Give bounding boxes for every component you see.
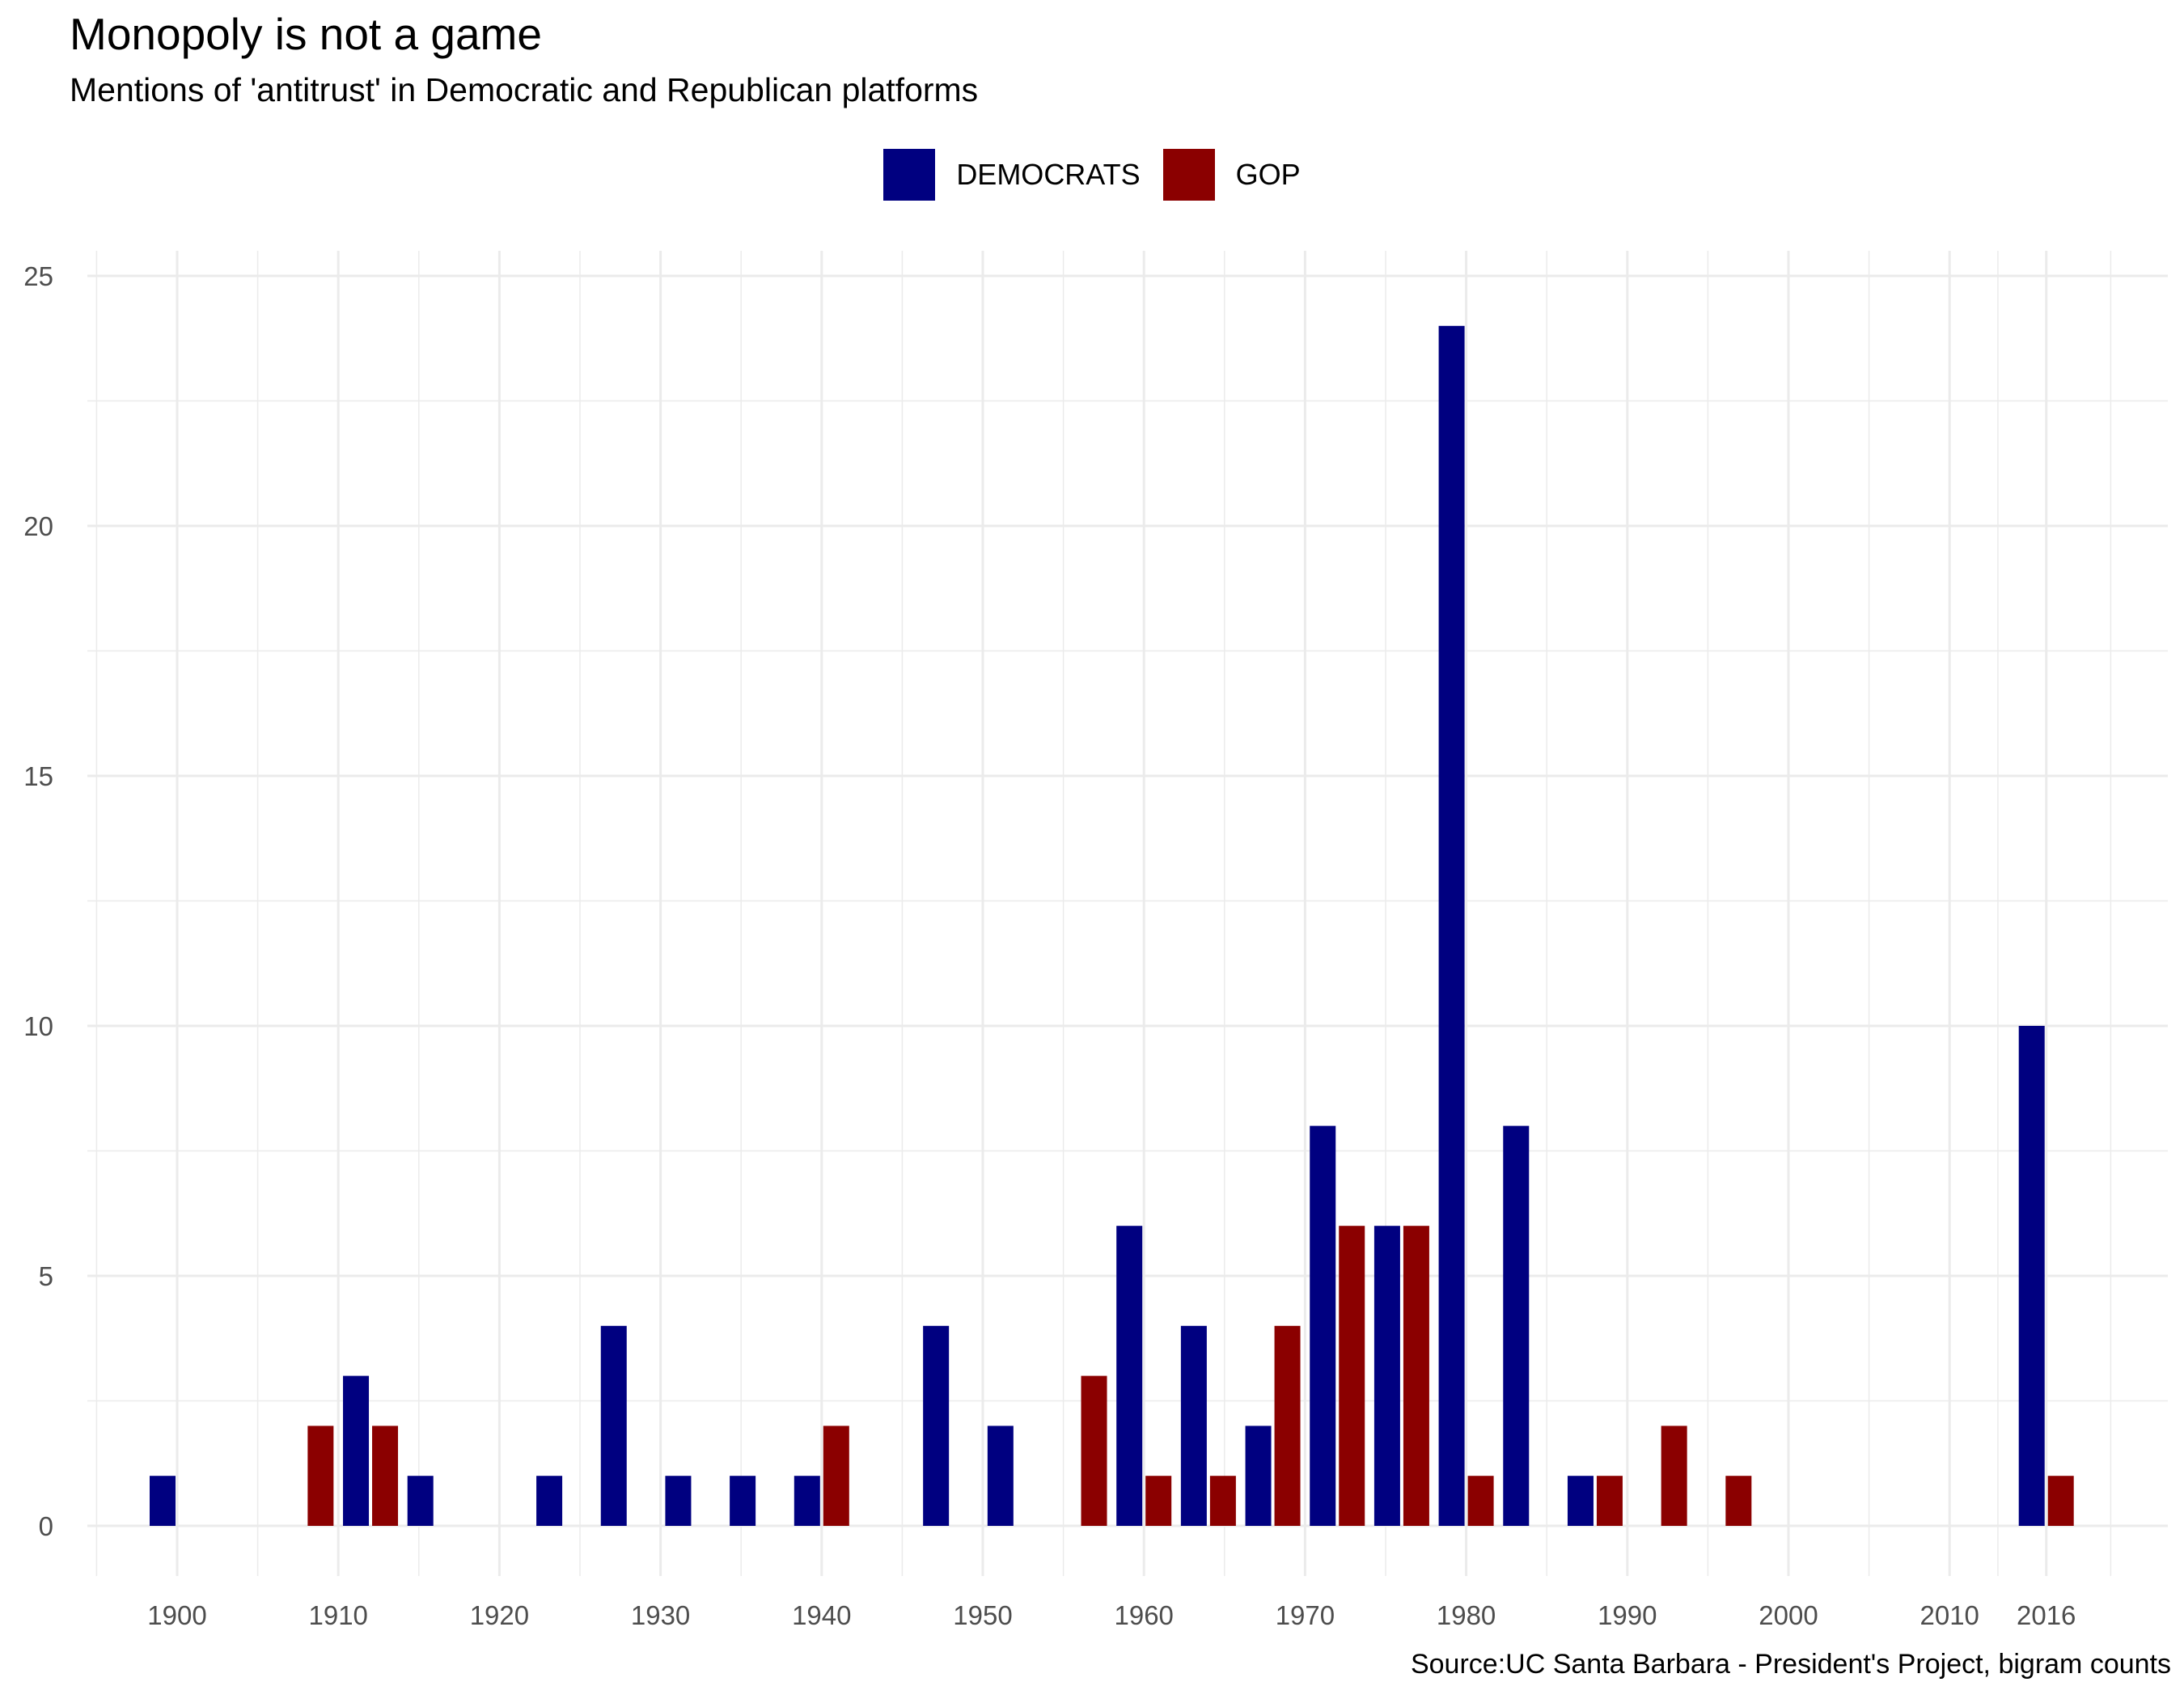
legend-swatch-democrats (883, 149, 936, 201)
bar-gop-1960 (1145, 1476, 1172, 1526)
bar-gop-1996 (1725, 1476, 1752, 1526)
y-tick-label: 5 (39, 1261, 53, 1291)
x-tick-label: 1920 (470, 1600, 529, 1630)
x-tick-label: 2016 (2017, 1600, 2076, 1630)
x-tick-label: 1950 (953, 1600, 1012, 1630)
bar-democrats-1980 (1438, 325, 1465, 1526)
x-tick-label: 2000 (1759, 1600, 1818, 1630)
bar-gop-1908 (307, 1426, 334, 1526)
bar-gop-1968 (1274, 1325, 1301, 1526)
x-tick-label: 1930 (631, 1600, 690, 1630)
bar-democrats-1932 (665, 1476, 692, 1526)
legend-item-gop: GOP (1162, 149, 1301, 201)
bar-democrats-1972 (1310, 1125, 1336, 1526)
bar-democrats-1924 (536, 1476, 563, 1526)
bar-democrats-1940 (794, 1476, 820, 1526)
bar-democrats-1936 (730, 1476, 756, 1526)
bar-democrats-1916 (407, 1476, 434, 1526)
bar-gop-1972 (1339, 1226, 1365, 1526)
bar-gop-1992 (1661, 1426, 1687, 1526)
x-tick-label: 1980 (1437, 1600, 1496, 1630)
legend-label-democrats: DEMOCRATS (956, 158, 1141, 191)
chart-subtitle: Mentions of 'antitrust' in Democratic an… (70, 71, 979, 108)
bar-democrats-1952 (987, 1426, 1014, 1526)
x-tick-label: 1970 (1276, 1600, 1335, 1630)
bar-gop-1956 (1081, 1375, 1107, 1526)
chart-title: Monopoly is not a game (70, 9, 542, 59)
legend-label-gop: GOP (1235, 158, 1301, 191)
bar-democrats-1948 (923, 1325, 950, 1526)
legend-item-democrats: DEMOCRATS (883, 149, 1141, 201)
legend: DEMOCRATS GOP (0, 149, 2184, 201)
x-tick-label: 1990 (1598, 1600, 1657, 1630)
y-tick-label: 20 (23, 511, 53, 541)
x-tick-label: 1900 (147, 1600, 206, 1630)
x-tick-label: 1960 (1114, 1600, 1173, 1630)
source-caption: Source:UC Santa Barbara - President's Pr… (1410, 1649, 2171, 1680)
y-tick-label: 0 (39, 1511, 53, 1541)
y-tick-label: 25 (23, 261, 53, 291)
bar-democrats-1900 (150, 1476, 176, 1526)
bar-gop-1964 (1209, 1476, 1236, 1526)
bar-gop-1912 (372, 1426, 399, 1526)
bar-democrats-2016 (2018, 1026, 2045, 1526)
x-tick-label: 1940 (792, 1600, 851, 1630)
bar-democrats-1912 (343, 1375, 370, 1526)
bar-democrats-1976 (1373, 1226, 1400, 1526)
bar-democrats-1984 (1503, 1125, 1530, 1526)
bar-democrats-1968 (1245, 1426, 1272, 1526)
bar-gop-1940 (823, 1426, 849, 1526)
bar-gop-1976 (1403, 1226, 1429, 1526)
bar-gop-2016 (2047, 1476, 2074, 1526)
bar-gop-1988 (1596, 1476, 1623, 1526)
y-tick-label: 10 (23, 1011, 53, 1041)
bar-democrats-1988 (1567, 1476, 1594, 1526)
bar-democrats-1964 (1180, 1325, 1207, 1526)
bar-gop-1980 (1467, 1476, 1494, 1526)
x-tick-label: 2010 (1919, 1600, 1979, 1630)
y-tick-label: 15 (23, 761, 53, 791)
bar-democrats-1928 (600, 1325, 627, 1526)
bar-democrats-1960 (1116, 1226, 1143, 1526)
x-tick-label: 1910 (308, 1600, 367, 1630)
legend-swatch-gop (1162, 149, 1215, 201)
